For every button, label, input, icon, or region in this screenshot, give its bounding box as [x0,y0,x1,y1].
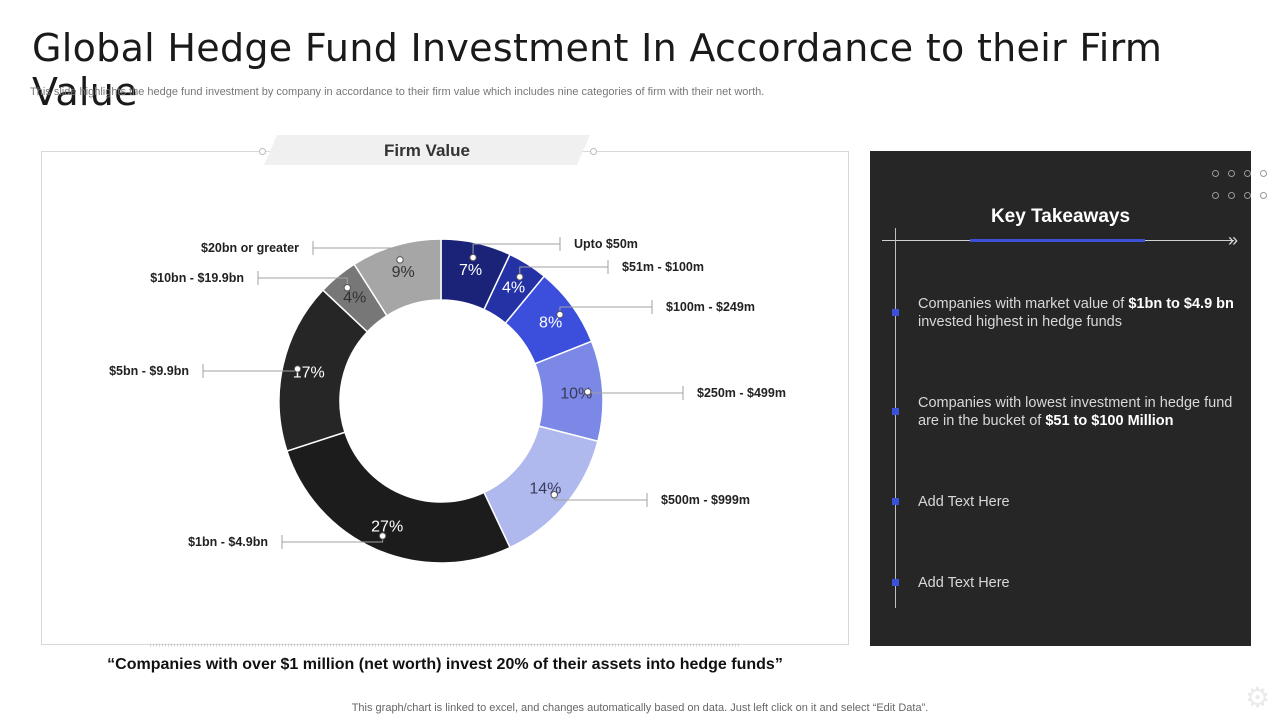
leader-dot [469,253,477,262]
category-label: $51m - $100m [622,260,704,274]
leader-line [313,247,401,260]
chart-header-bg [264,135,590,165]
takeaways-title-underline [970,239,1145,242]
takeaway-bullet [892,309,899,316]
slice-value-label: 4% [343,290,366,307]
slice-value-label: 10% [560,385,592,402]
slice-value-label: 8% [539,314,562,331]
category-label: $20bn or greater [201,241,299,255]
gear-icon: ⚙ [1245,682,1271,713]
chart-header-line-left [41,151,264,152]
takeaway-bullet [892,579,899,586]
category-label: $250m - $499m [697,386,786,400]
takeaway-item-4: Add Text Here [918,575,1010,591]
category-label: $5bn - $9.9bn [109,364,189,378]
category-label: $10bn - $19.9bn [150,271,244,285]
chart-title: Firm Value [384,141,470,160]
key-takeaways-panel [870,151,1251,646]
takeaways-timeline [895,228,896,608]
leader-dot [378,532,387,540]
page-subtitle: This slide highlights the hedge fund inv… [30,86,765,98]
decor-dot [1228,192,1235,199]
header-dot-left [259,148,266,155]
takeaway-bullet [892,408,899,415]
takeaway-item-2: Companies with lowest investment in hedg… [918,395,1233,429]
category-label: $500m - $999m [661,493,750,507]
quote-text: “Companies with over $1 million (net wor… [107,656,783,673]
leader-dot [516,273,524,281]
takeaway-item-3: Add Text Here [918,494,1010,510]
takeaway-bullet [892,498,899,505]
category-label: $1bn - $4.9bn [188,535,268,549]
takeaway-item-1: Companies with market value of $1bn to $… [918,296,1234,330]
leader-dot [293,365,302,373]
decor-dot [1212,192,1219,199]
page-title: Global Hedge Fund Investment In Accordan… [32,26,1163,114]
key-takeaways-title: Key Takeaways [990,206,1131,227]
leader-dot [550,491,558,499]
leader-dot [343,284,351,292]
decor-dot [1212,170,1219,177]
category-label: Upto $50m [574,237,638,251]
footer-note: This graph/chart is linked to excel, and… [351,702,929,714]
decor-dot [1244,192,1251,199]
decor-dot [1260,170,1267,177]
header-dot-right [590,148,597,155]
slice-value-label: 9% [392,264,415,281]
double-chevron-right-icon: » [1228,230,1239,250]
category-label: $100m - $249m [666,300,755,314]
leader-dot [584,388,592,396]
leader-line [472,243,560,258]
chart-header-line-right [590,151,849,152]
slice-value-label: 27% [371,518,403,535]
leader-dot [396,256,404,264]
decor-dot [1244,170,1251,177]
leader-dot [556,310,564,319]
slice-value-label: 4% [502,280,525,297]
donut-slice[interactable] [353,238,442,317]
decor-dot [1228,170,1235,177]
decor-dot [1260,192,1267,199]
slice-value-label: 7% [459,262,482,279]
donut-slice[interactable] [285,431,511,564]
donut-chart[interactable]: 7% Upto $50m 4% $51m - $100m 8% $100m - $249m… [0,0,890,660]
